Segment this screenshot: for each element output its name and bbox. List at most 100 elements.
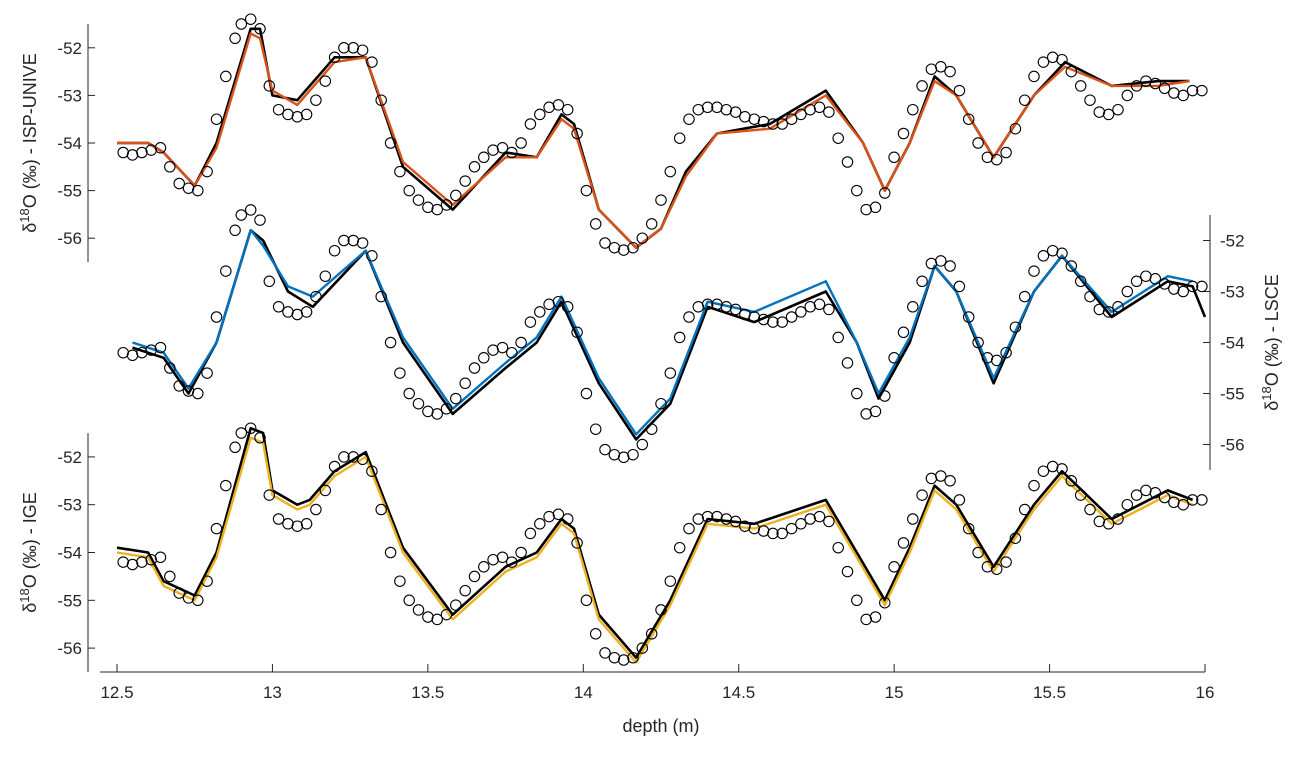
data-point-lsce (173, 380, 185, 392)
data-point-lsce (254, 214, 266, 226)
data-point-ige (524, 527, 537, 540)
data-point-isp-unive (813, 101, 826, 114)
data-point-isp-unive (683, 113, 695, 125)
data-point-isp-unive (1056, 53, 1068, 66)
data-point-isp-unive (953, 84, 966, 97)
data-point-lsce (319, 270, 332, 282)
data-point-lsce (869, 405, 882, 418)
data-point-isp-unive (1102, 108, 1115, 121)
y-axis-title-delta: δ (20, 603, 40, 613)
data-point-ige (506, 556, 518, 568)
x-tick-label: 14.5 (722, 683, 755, 702)
data-point-isp-unive (450, 189, 462, 202)
data-point-ige (1177, 498, 1189, 511)
data-point-lsce (235, 209, 248, 221)
data-point-lsce (201, 367, 213, 379)
data-point-lsce (468, 362, 481, 374)
data-point-isp-unive (173, 177, 185, 190)
data-point-lsce (627, 448, 639, 461)
data-point-lsce (300, 306, 313, 318)
data-point-ige (552, 508, 565, 521)
data-point-lsce (496, 341, 509, 354)
data-point-isp-unive (944, 65, 956, 78)
data-point-isp-unive (655, 194, 667, 206)
data-point-lsce (450, 392, 462, 405)
data-point-lsce (990, 354, 1003, 367)
data-point-ige (767, 527, 779, 540)
data-point-lsce (192, 387, 204, 400)
x-tick-label: 15.5 (1033, 683, 1066, 702)
y-axis-title-sup: 18 (17, 588, 32, 602)
series-line-colored-lsce (132, 229, 1193, 436)
data-point-ige (403, 594, 415, 607)
data-point-isp-unive (254, 23, 266, 35)
data-point-ige (1037, 465, 1050, 477)
data-point-lsce (244, 204, 257, 216)
data-point-ige (1018, 503, 1031, 516)
data-point-ige (655, 604, 667, 616)
data-point-isp-unive (366, 56, 378, 68)
x-tick-label: 14 (574, 683, 593, 702)
data-point-lsce (164, 362, 176, 374)
data-point-lsce (1149, 273, 1162, 285)
data-point-lsce (1177, 285, 1189, 298)
data-point-isp-unive (1037, 56, 1050, 68)
data-point-lsce (515, 336, 527, 349)
data-point-lsce (561, 301, 574, 313)
data-point-ige (599, 647, 611, 659)
data-point-ige (328, 460, 341, 473)
data-point-ige (785, 522, 798, 535)
data-point-lsce (1056, 247, 1068, 260)
data-point-isp-unive (571, 127, 583, 140)
data-point-lsce (524, 316, 537, 328)
data-point-isp-unive (888, 151, 900, 164)
data-point-isp-unive (403, 184, 415, 197)
data-point-ige (450, 599, 462, 611)
data-point-lsce (1084, 290, 1096, 303)
data-point-ige (701, 510, 714, 523)
data-point-lsce (832, 331, 844, 344)
y-axis-title-ige: δ18O (‰) - IGE (17, 492, 40, 613)
data-point-isp-unive (767, 118, 779, 130)
data-point-ige (1196, 494, 1208, 506)
data-point-isp-unive (1196, 84, 1208, 97)
y-tick-label-isp-unive: -56 (57, 229, 82, 248)
y-tick-label-isp-unive: -55 (57, 182, 82, 201)
data-point-isp-unive (841, 156, 854, 168)
data-point-ige (571, 537, 583, 549)
data-point-lsce (1196, 280, 1208, 293)
data-point-isp-unive (776, 118, 788, 130)
data-point-lsce (935, 255, 947, 267)
data-point-isp-unive (154, 142, 167, 154)
data-point-lsce (263, 275, 276, 288)
data-point-ige (627, 651, 639, 664)
data-point-lsce (1065, 260, 1078, 272)
data-point-ige (813, 510, 826, 523)
data-point-ige (990, 563, 1003, 575)
data-point-ige (1056, 463, 1068, 475)
series-line-colored-ige (116, 436, 1194, 664)
x-tick-label: 15 (885, 683, 904, 702)
data-point-lsce (506, 346, 518, 359)
data-point-isp-unive (356, 44, 369, 56)
y-tick-label-ige: -55 (57, 591, 82, 610)
data-point-lsce (571, 326, 583, 339)
data-point-isp-unive (1074, 80, 1087, 92)
data-point-ige (645, 628, 658, 640)
y-axis-title-sup: 18 (17, 208, 32, 222)
data-point-isp-unive (1000, 146, 1012, 159)
data-point-ige (375, 503, 387, 516)
data-point-isp-unive (164, 161, 176, 173)
data-point-isp-unive (375, 94, 387, 106)
data-point-ige (1112, 513, 1124, 525)
data-point-lsce (1186, 280, 1199, 293)
data-point-ige (916, 489, 928, 501)
data-point-lsce (841, 357, 854, 369)
data-point-lsce (366, 250, 378, 262)
data-point-lsce (636, 438, 649, 451)
data-point-lsce (888, 352, 900, 364)
data-point-lsce (310, 290, 322, 303)
data-point-ige (1084, 503, 1096, 516)
y-axis-title-rest: O (‰) - IGE (20, 492, 40, 588)
